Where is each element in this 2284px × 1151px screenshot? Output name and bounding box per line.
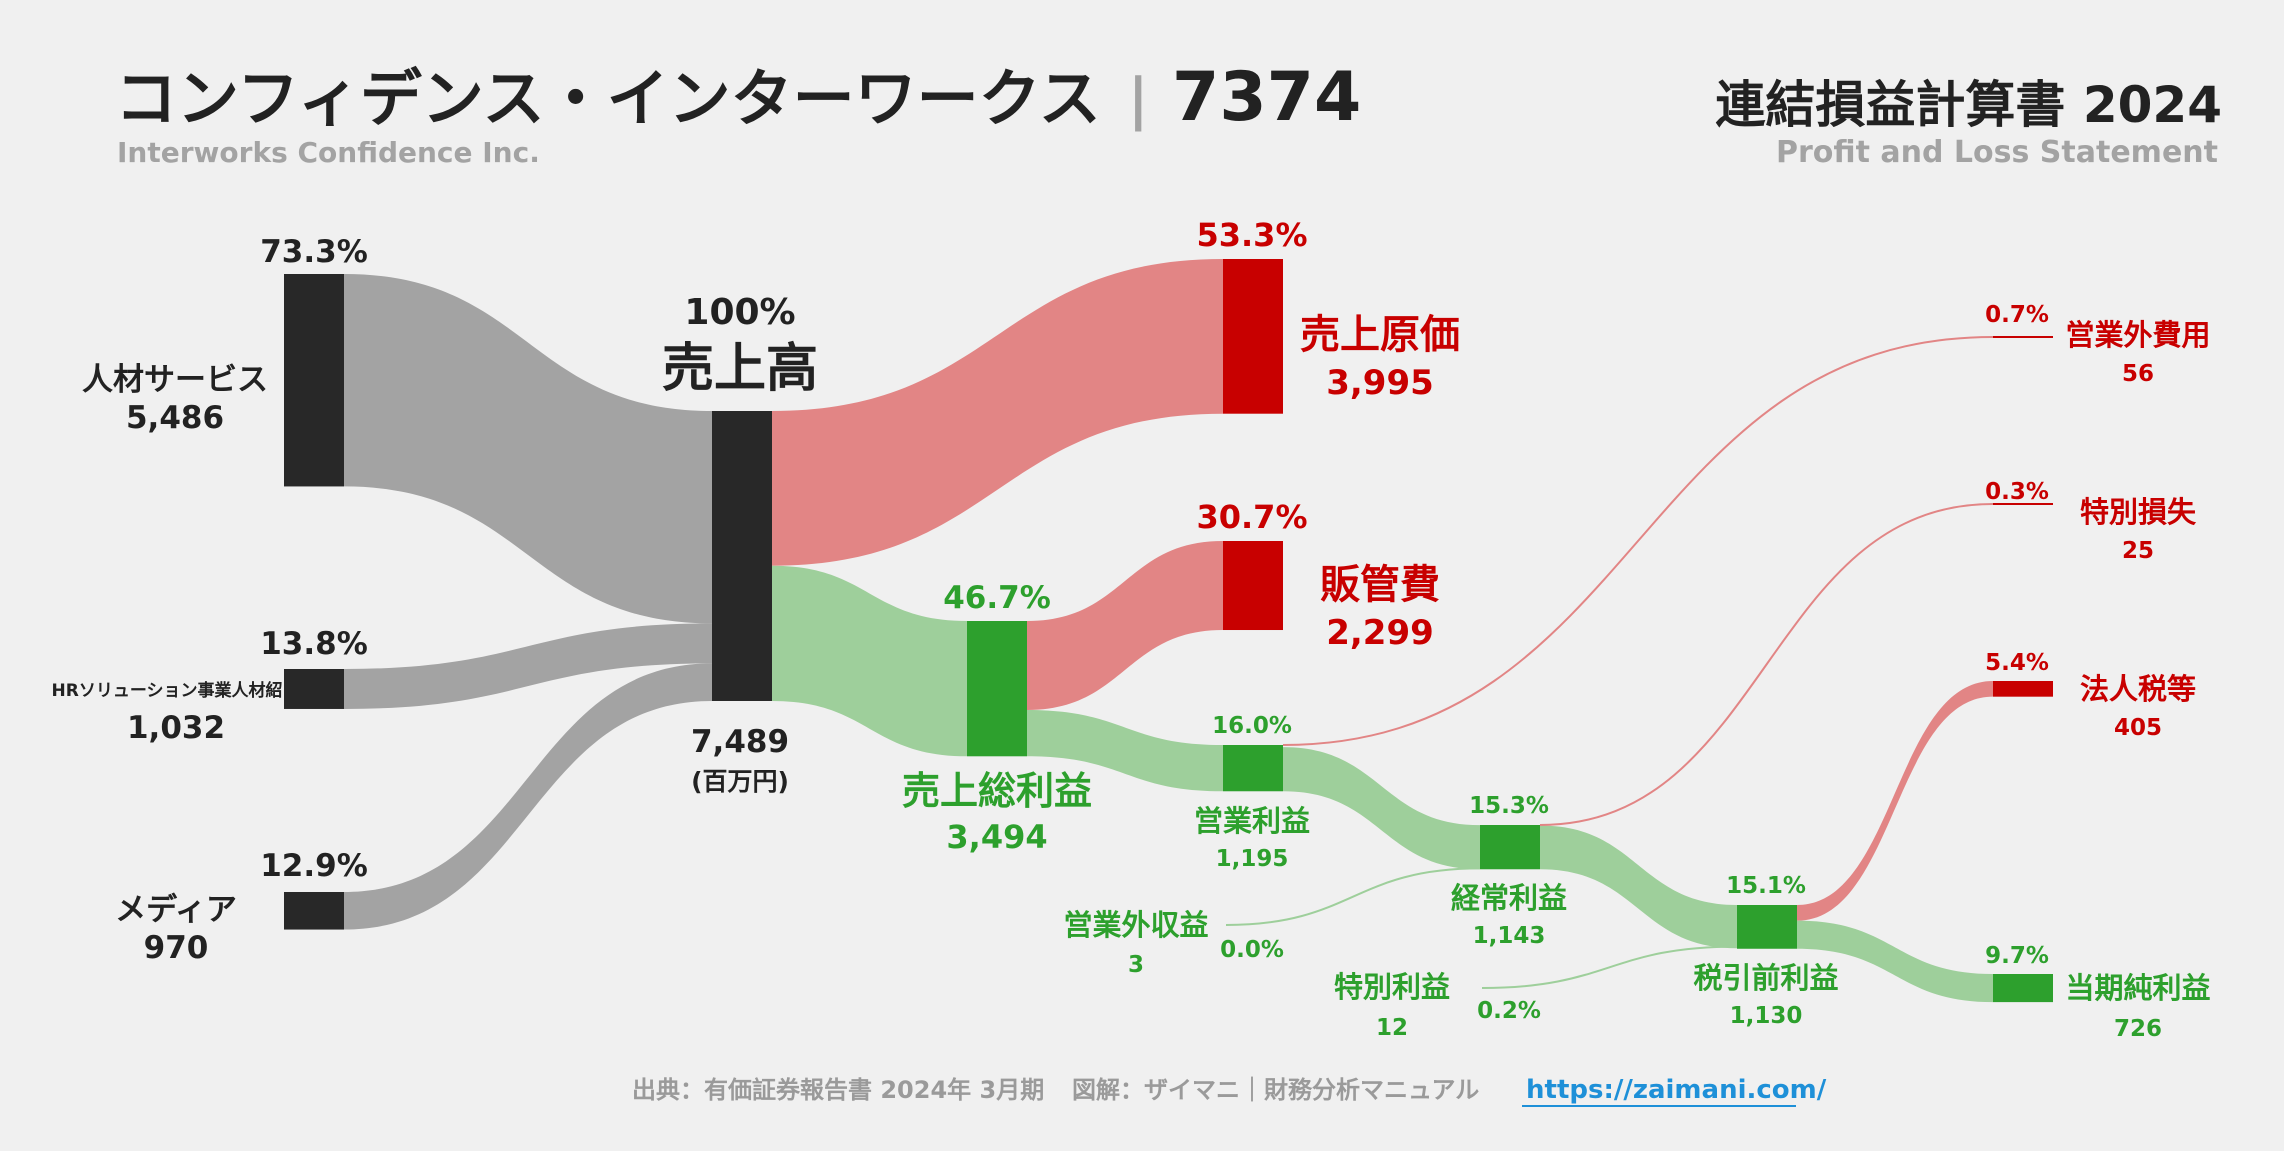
link-jinzai-revenue bbox=[344, 274, 712, 624]
tax-name: 法人税等 bbox=[2080, 672, 2196, 706]
pretax-value: 1,130 bbox=[1730, 1003, 1803, 1029]
nonop-exp-name: 営業外費用 bbox=[2065, 318, 2210, 352]
jinzai-pct: 73.3% bbox=[260, 234, 368, 270]
link-op-ordinary bbox=[1283, 747, 1480, 870]
gross-pct: 46.7% bbox=[943, 580, 1051, 616]
ticker-code: 7374 bbox=[1172, 58, 1361, 137]
title-separator: | bbox=[1128, 67, 1148, 132]
nonop-exp-pct: 0.7% bbox=[1985, 302, 2049, 328]
node-ext-loss bbox=[1993, 503, 2053, 505]
ext-loss-pct: 0.3% bbox=[1985, 479, 2049, 505]
revenue-value: 7,489 bbox=[691, 724, 789, 760]
company-english-name: Interworks Confidence Inc. bbox=[117, 136, 540, 169]
gross-name: 売上総利益 bbox=[902, 769, 1092, 813]
op-name: 営業利益 bbox=[1194, 804, 1310, 838]
nonop-inc-value: 3 bbox=[1128, 952, 1144, 978]
ext-gain-value: 12 bbox=[1376, 1015, 1408, 1041]
pretax-pct: 15.1% bbox=[1726, 873, 1806, 899]
cogs-value: 3,995 bbox=[1326, 363, 1434, 403]
footer-source: 出典：有価証券報告書 2024年 3月期 bbox=[632, 1076, 1044, 1104]
link-pretax-tax bbox=[1797, 681, 1993, 921]
cogs-pct: 53.3% bbox=[1196, 216, 1307, 254]
cogs-name: 売上原価 bbox=[1300, 312, 1460, 358]
node-gross bbox=[967, 621, 1027, 757]
ext-loss-value: 25 bbox=[2122, 538, 2154, 564]
link-revenue-gross bbox=[772, 565, 967, 757]
sga-pct: 30.7% bbox=[1196, 498, 1307, 536]
ordinary-pct: 15.3% bbox=[1469, 793, 1549, 819]
net-name: 当期純利益 bbox=[2065, 971, 2210, 1005]
node-sga bbox=[1223, 541, 1283, 631]
node-media bbox=[284, 892, 344, 930]
link-ordinary-pretax bbox=[1540, 825, 1737, 949]
media-name: メディア bbox=[115, 892, 237, 928]
node-jinzai bbox=[284, 274, 344, 487]
link-nonop-inc-ordinary bbox=[1225, 867, 1481, 926]
node-tax bbox=[1993, 681, 2053, 697]
net-value: 726 bbox=[2114, 1016, 2162, 1042]
jinzai-value: 5,486 bbox=[126, 400, 224, 436]
node-nonop-exp bbox=[1993, 336, 2053, 338]
sga-value: 2,299 bbox=[1326, 613, 1434, 653]
media-pct: 12.9% bbox=[260, 848, 368, 884]
node-pretax bbox=[1737, 905, 1797, 949]
link-media-revenue bbox=[344, 663, 712, 930]
sga-name: 販管費 bbox=[1320, 562, 1440, 608]
nonop-inc-pct: 0.0% bbox=[1220, 937, 1284, 963]
link-op-nonop-exp bbox=[1282, 336, 1994, 746]
ext-loss-name: 特別損失 bbox=[2080, 495, 2197, 529]
link-ordinary-ext-loss bbox=[1539, 503, 1994, 826]
statement-title: 連結損益計算書 2024 bbox=[1715, 76, 2222, 134]
nonop-exp-value: 56 bbox=[2122, 361, 2154, 387]
op-pct: 16.0% bbox=[1212, 713, 1292, 739]
nonop-inc-name: 営業外収益 bbox=[1063, 908, 1208, 942]
link-ext-gain-pretax bbox=[1481, 945, 1738, 989]
node-layer bbox=[284, 259, 2053, 1003]
ext-gain-name: 特別利益 bbox=[1334, 970, 1450, 1004]
company-title: コンフィデンス・インターワークス bbox=[115, 62, 1101, 135]
gross-value: 3,494 bbox=[946, 818, 1047, 856]
ordinary-name: 経常利益 bbox=[1451, 881, 1567, 915]
pretax-name: 税引前利益 bbox=[1693, 961, 1838, 995]
node-hr bbox=[284, 669, 344, 709]
ext-gain-pct: 0.2% bbox=[1477, 998, 1541, 1024]
link-revenue-cogs bbox=[772, 259, 1223, 566]
tax-value: 405 bbox=[2114, 715, 2162, 741]
node-revenue bbox=[712, 411, 772, 701]
jinzai-name: 人材サービス bbox=[82, 362, 268, 398]
link-pretax-net bbox=[1797, 920, 1993, 1003]
hr-value: 1,032 bbox=[127, 710, 225, 746]
node-cogs bbox=[1223, 259, 1283, 414]
media-value: 970 bbox=[144, 930, 209, 966]
op-value: 1,195 bbox=[1216, 846, 1289, 872]
revenue-name: 売上高 bbox=[662, 339, 818, 399]
link-hr-revenue bbox=[344, 623, 712, 709]
footer-link[interactable]: https://zaimani.com/ bbox=[1526, 1075, 1827, 1105]
net-pct: 9.7% bbox=[1985, 943, 2049, 969]
link-gross-sga bbox=[1027, 541, 1223, 711]
node-ordinary bbox=[1480, 825, 1540, 870]
node-net bbox=[1993, 974, 2053, 1003]
link-gross-op bbox=[1027, 710, 1223, 792]
tax-pct: 5.4% bbox=[1985, 650, 2049, 676]
revenue-pct: 100% bbox=[684, 292, 795, 333]
hr-pct: 13.8% bbox=[260, 626, 368, 662]
ordinary-value: 1,143 bbox=[1473, 923, 1546, 949]
footer-credit: 図解：ザイマニ｜財務分析マニュアル bbox=[1072, 1076, 1479, 1104]
hr-name: HRソリューション事業人材紹 bbox=[52, 680, 283, 701]
flow-layer bbox=[344, 259, 1994, 1003]
unit-label: (百万円) bbox=[691, 767, 789, 796]
node-op bbox=[1223, 745, 1283, 792]
statement-english-title: Profit and Loss Statement bbox=[1776, 135, 2218, 170]
